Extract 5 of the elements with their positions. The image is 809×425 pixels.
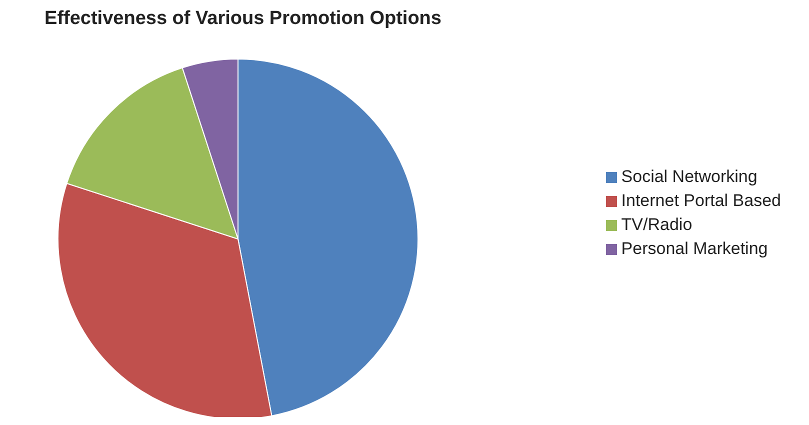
legend-label: TV/Radio <box>621 214 692 234</box>
legend-label: Internet Portal Based <box>621 190 781 210</box>
chart-title: Effectiveness of Various Promotion Options <box>44 8 442 30</box>
legend-label: Personal Marketing <box>621 238 768 258</box>
legend-label: Social Networking <box>621 166 758 186</box>
